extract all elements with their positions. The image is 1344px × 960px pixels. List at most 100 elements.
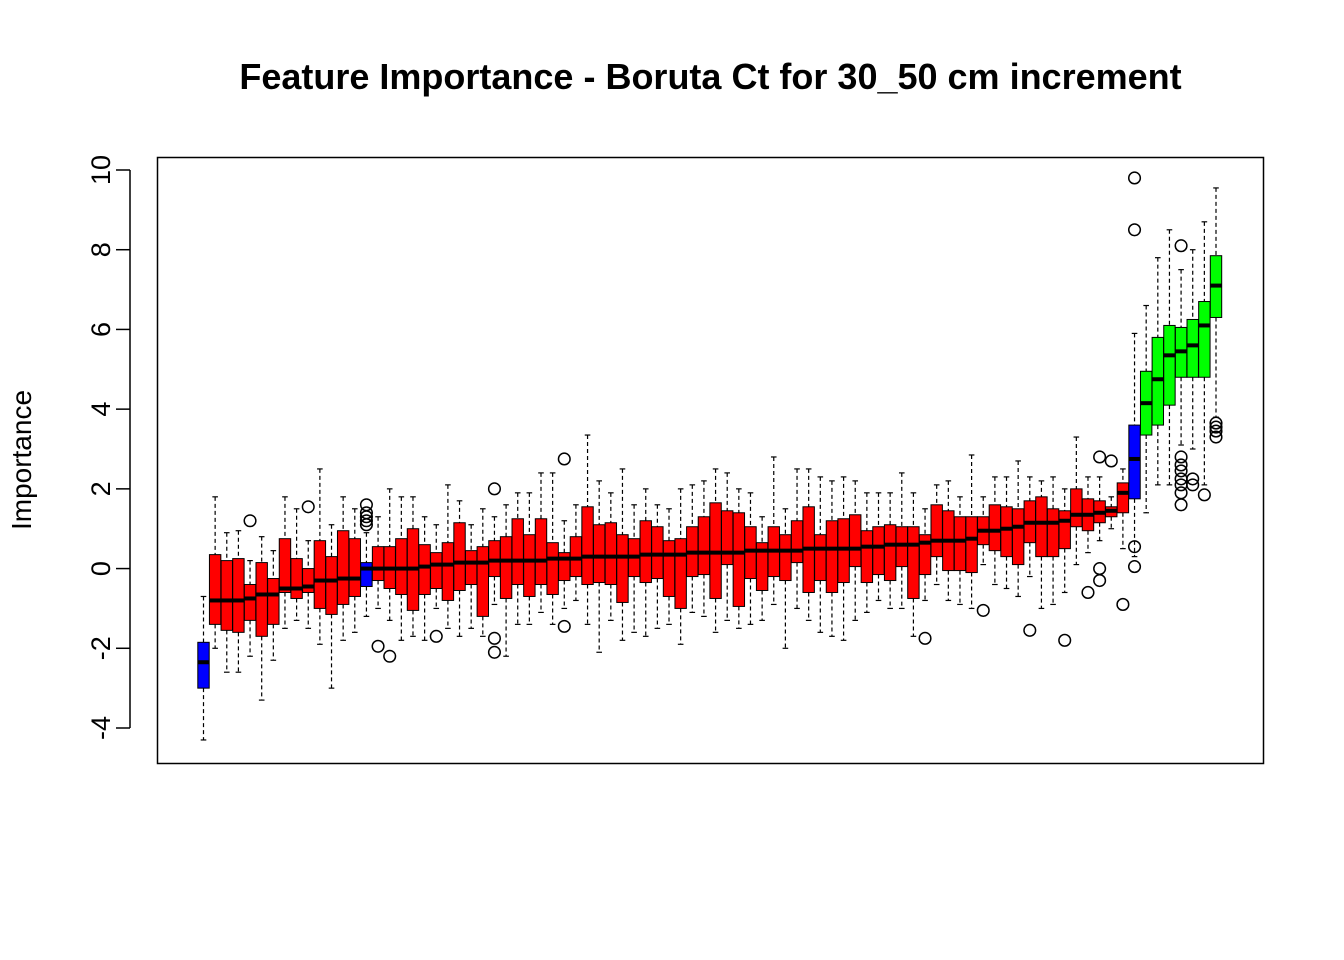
box-77 [1081, 476, 1095, 600]
box-body [325, 556, 338, 615]
box-body [662, 540, 676, 597]
box-body [907, 526, 920, 599]
box-13 [336, 496, 350, 641]
box-47 [732, 488, 746, 629]
outlier-point [976, 603, 990, 617]
box-body [1058, 510, 1071, 550]
box-3 [220, 532, 233, 673]
box-72 [1023, 476, 1037, 637]
outlier-point [1174, 486, 1188, 500]
box-10 [301, 500, 315, 629]
box-body [616, 534, 629, 603]
outlier-point [1058, 633, 1072, 647]
box-66 [953, 496, 967, 606]
y-tick-label: 8 [86, 242, 116, 257]
box-53 [802, 468, 815, 621]
box-body [476, 546, 490, 617]
box-81 [1127, 171, 1142, 574]
box-27 [499, 504, 513, 657]
box-body [360, 562, 373, 588]
outlier-point [359, 510, 373, 524]
box-1 [197, 595, 210, 741]
y-tick-label: 0 [86, 561, 116, 576]
box-body [464, 550, 478, 586]
box-body [1046, 508, 1060, 558]
box-body [523, 534, 536, 597]
box-12 [325, 524, 338, 689]
outlier-point [487, 482, 501, 496]
box-48 [744, 492, 757, 625]
box-body [849, 514, 862, 568]
box-14 [348, 508, 361, 633]
outlier-point [1174, 458, 1188, 472]
box-body [371, 546, 385, 582]
box-61 [895, 472, 908, 610]
box-65 [942, 480, 955, 602]
outlier-point [1127, 540, 1142, 554]
outlier-point [918, 631, 932, 645]
box-body [453, 522, 466, 591]
y-tick-label: 6 [86, 322, 116, 337]
box-55 [825, 480, 839, 637]
box-86 [1186, 249, 1200, 492]
outlier-point [1093, 562, 1107, 576]
y-tick-label: 4 [86, 402, 116, 417]
box-57 [849, 480, 862, 621]
box-body [441, 542, 455, 601]
box-75 [1058, 488, 1072, 647]
box-5 [243, 514, 257, 657]
outlier-point [1093, 450, 1107, 464]
box-body [418, 544, 431, 595]
box-31 [546, 472, 559, 625]
y-tick-label: 2 [86, 481, 116, 496]
box-71 [1011, 460, 1025, 598]
box-39 [639, 488, 652, 637]
box-36 [604, 492, 618, 621]
box-2 [208, 496, 222, 649]
box-25 [476, 508, 490, 637]
box-16 [371, 516, 385, 653]
box-45 [709, 468, 722, 633]
box-49 [755, 516, 769, 621]
y-tick-label: -2 [86, 636, 116, 660]
box-26 [487, 482, 501, 659]
box-9 [290, 508, 303, 621]
box-22 [441, 484, 455, 629]
box-82 [1139, 304, 1153, 514]
box-body [267, 578, 280, 625]
box-body [313, 540, 327, 609]
outlier-point [1174, 464, 1188, 478]
outlier-point [429, 629, 443, 643]
box-body [534, 518, 548, 586]
box-body [1116, 482, 1130, 514]
chart-title: Feature Importance - Boruta Ct for 30_50… [239, 56, 1182, 97]
outlier-point [243, 514, 257, 528]
box-29 [523, 492, 536, 625]
box-52 [790, 468, 804, 610]
box-body [255, 562, 268, 637]
box-6 [255, 536, 268, 701]
y-tick-label: -4 [86, 716, 116, 740]
outlier-point [1093, 573, 1107, 588]
box-15 [359, 498, 373, 618]
box-body [243, 584, 257, 621]
outlier-point [383, 649, 397, 663]
outlier-point [359, 518, 373, 532]
box-69 [988, 476, 1002, 586]
box-67 [965, 454, 978, 610]
box-59 [872, 492, 885, 602]
box-body [721, 510, 734, 566]
outlier-point [359, 514, 373, 528]
box-7 [267, 550, 280, 661]
box-54 [814, 476, 827, 633]
box-body [604, 522, 618, 586]
outlier-point [1174, 450, 1188, 464]
box-body [814, 534, 827, 582]
box-body [208, 554, 222, 625]
box-body [1035, 496, 1048, 558]
outlier-point [1209, 424, 1223, 438]
outlier-point [1127, 560, 1142, 574]
box-body [953, 516, 967, 572]
box-80 [1116, 468, 1130, 611]
box-body [348, 538, 361, 597]
